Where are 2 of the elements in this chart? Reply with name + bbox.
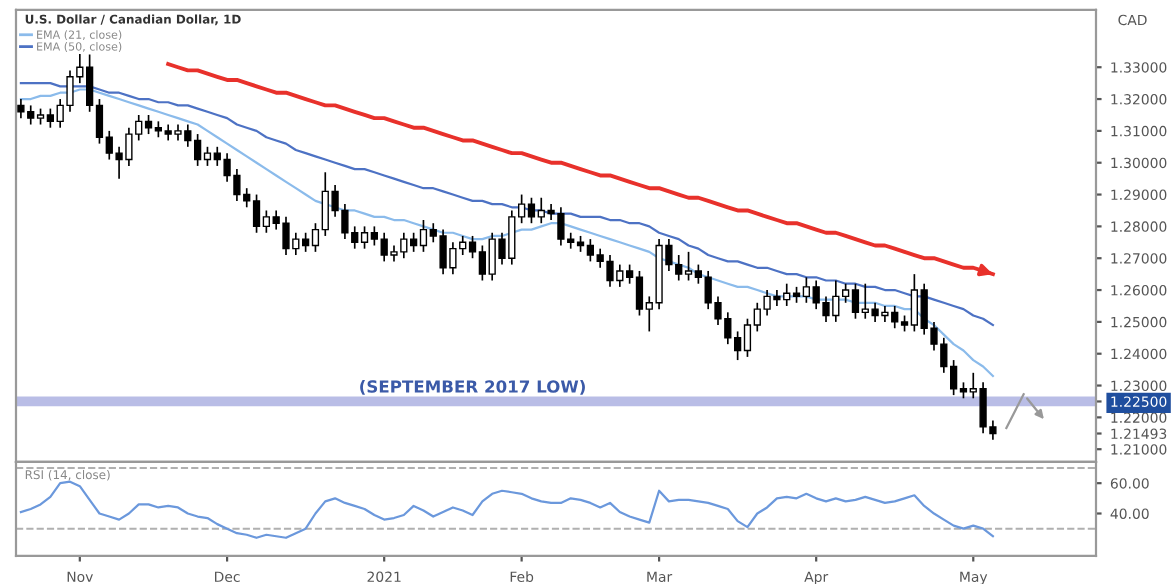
line-series [19, 480, 995, 539]
ref-line-label: (SEPTEMBER 2017 LOW) [360, 379, 585, 395]
